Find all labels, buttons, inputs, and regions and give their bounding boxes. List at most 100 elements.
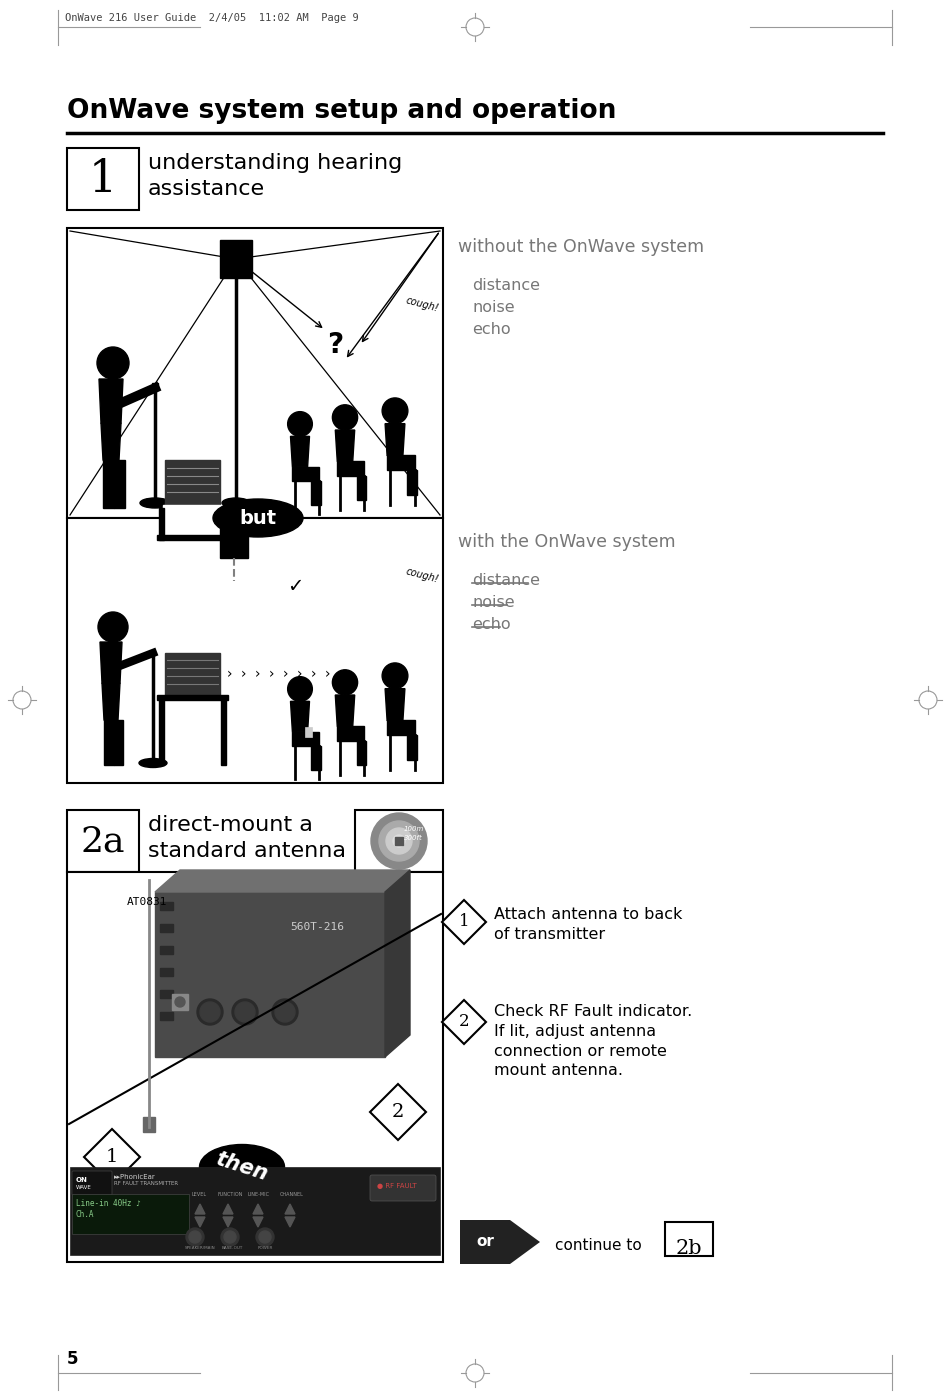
Text: but: but [239,508,276,528]
Polygon shape [160,1012,173,1021]
Polygon shape [356,741,367,764]
FancyBboxPatch shape [67,872,443,1261]
Polygon shape [385,424,405,455]
FancyBboxPatch shape [370,1175,436,1201]
Text: Check RF Fault indicator.
If lit, adjust antenna
connection or remote
mount ante: Check RF Fault indicator. If lit, adjust… [494,1004,693,1078]
Text: 5: 5 [67,1350,79,1368]
FancyBboxPatch shape [67,148,139,210]
Text: 1: 1 [105,1148,118,1166]
Text: or: or [476,1235,494,1249]
Polygon shape [385,689,405,721]
Text: AT0831: AT0831 [127,897,167,907]
Text: POWER: POWER [258,1246,274,1250]
Polygon shape [172,994,188,1009]
FancyBboxPatch shape [67,518,443,783]
Text: ON: ON [76,1177,87,1183]
Text: noise: noise [472,300,515,315]
Polygon shape [84,1128,140,1184]
FancyBboxPatch shape [72,1170,112,1196]
Text: Attach antenna to back
of transmitter: Attach antenna to back of transmitter [494,907,682,942]
Polygon shape [102,683,120,720]
Text: ● RF FAULT: ● RF FAULT [377,1183,417,1189]
Text: continue to: continue to [555,1238,642,1253]
Circle shape [382,664,408,689]
Polygon shape [285,1204,295,1214]
Polygon shape [337,727,365,741]
Circle shape [224,1231,236,1243]
Text: FUNCTION: FUNCTION [218,1191,243,1197]
Polygon shape [221,508,226,540]
Text: ›: › [256,666,260,680]
Circle shape [189,1231,201,1243]
Circle shape [232,1000,258,1025]
Polygon shape [305,727,312,736]
Polygon shape [291,701,310,732]
Polygon shape [114,461,125,508]
Circle shape [256,1228,274,1246]
Text: 1: 1 [459,914,469,931]
Polygon shape [337,461,365,476]
Text: 560T-216: 560T-216 [290,923,344,932]
Polygon shape [293,466,319,482]
Polygon shape [157,694,228,700]
Text: echo: echo [472,322,511,337]
Circle shape [186,1228,204,1246]
Text: Line-in 40Hz ♪: Line-in 40Hz ♪ [76,1198,141,1208]
Text: 2a: 2a [81,825,125,858]
Polygon shape [157,535,228,540]
Text: ›: › [227,666,233,680]
Text: ›: › [325,666,331,680]
Polygon shape [442,900,486,944]
Polygon shape [335,430,354,461]
Text: distance: distance [472,573,540,588]
Circle shape [197,1000,223,1025]
Text: 300ft: 300ft [404,834,423,841]
Polygon shape [407,735,417,760]
FancyBboxPatch shape [665,1222,713,1256]
Text: ▸▸PhonicEar: ▸▸PhonicEar [114,1175,156,1180]
Ellipse shape [200,1145,284,1190]
Text: with the OnWave system: with the OnWave system [458,533,675,552]
Polygon shape [165,652,220,694]
Text: without the OnWave system: without the OnWave system [458,238,704,256]
Circle shape [393,834,405,847]
Circle shape [379,820,419,861]
Polygon shape [356,476,367,500]
Polygon shape [143,1117,155,1133]
Polygon shape [160,946,173,953]
Text: ›: › [339,666,345,680]
Polygon shape [312,482,321,505]
Polygon shape [220,526,248,559]
Polygon shape [99,379,123,423]
Text: direct-mount a
standard antenna: direct-mount a standard antenna [148,815,346,861]
Polygon shape [312,746,321,770]
Circle shape [288,676,313,701]
Text: ›: › [269,666,275,680]
Text: then: then [214,1149,271,1184]
Polygon shape [114,720,123,764]
Circle shape [175,997,185,1007]
Polygon shape [160,967,173,976]
Ellipse shape [222,498,250,508]
Polygon shape [291,437,310,466]
Polygon shape [160,924,173,932]
Circle shape [371,813,427,869]
Circle shape [272,1000,298,1025]
Text: ›: › [283,666,289,680]
Text: WAVE: WAVE [76,1184,92,1190]
Circle shape [98,612,128,643]
Polygon shape [253,1204,263,1214]
Polygon shape [165,461,220,505]
Circle shape [200,1002,220,1022]
Circle shape [235,1002,255,1022]
Circle shape [386,827,412,854]
Text: Ch.A: Ch.A [76,1210,94,1219]
Polygon shape [285,1217,295,1226]
Circle shape [97,347,129,379]
FancyBboxPatch shape [70,1168,440,1254]
Polygon shape [395,837,403,846]
Polygon shape [220,239,252,279]
Polygon shape [253,1217,263,1226]
Polygon shape [221,700,226,764]
Circle shape [382,398,408,424]
